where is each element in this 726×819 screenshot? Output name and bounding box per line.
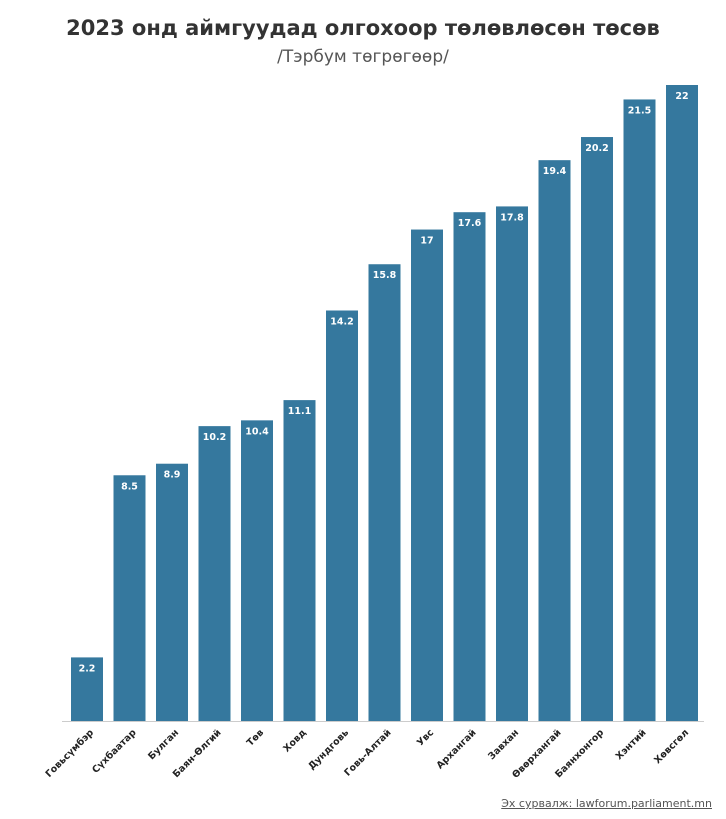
x-tick-label: Булган: [146, 727, 181, 762]
chart-title: 2023 онд аймгуудад олгохоор төлөвлөсөн т…: [66, 16, 660, 40]
bar[interactable]: [581, 137, 613, 721]
data-label: 10.4: [245, 426, 269, 437]
data-label: 21.5: [628, 105, 651, 116]
x-tick-label: Дундговь: [306, 727, 351, 772]
bars-group: [71, 85, 698, 722]
x-tick-label: Хэнтий: [614, 727, 649, 762]
data-label: 19.4: [543, 166, 567, 177]
data-label: 15.8: [373, 270, 397, 281]
data-label: 11.1: [288, 406, 311, 417]
x-tick-label: Сүхбаатар: [90, 727, 139, 776]
bar[interactable]: [156, 463, 188, 721]
x-tick-label: Төв: [245, 727, 266, 748]
bar[interactable]: [326, 310, 358, 721]
bar[interactable]: [113, 475, 146, 721]
source-note[interactable]: Эх сурвалж: lawforum.parliament.mn: [501, 797, 712, 810]
bar[interactable]: [411, 229, 443, 721]
x-tick-label: Хөвсгөл: [652, 727, 691, 766]
chart-subtitle: /Тэрбум төгрөгөөр/: [277, 47, 449, 67]
data-labels-group: 2.2 8.5 8.9 10.2 10.4 11.1 14.2 15.8 17 17.6 17.8 1…: [79, 91, 689, 674]
bar[interactable]: [538, 160, 571, 721]
data-label: 22: [675, 91, 688, 102]
data-label: 17.6: [458, 218, 482, 229]
x-tick-label: Завхан: [486, 727, 521, 762]
x-tick-label: Говьсүмбэр: [44, 727, 97, 780]
data-label: 17.8: [500, 212, 524, 223]
data-label: 2.2: [79, 663, 96, 674]
x-tick-label: Архангай: [435, 727, 479, 771]
bar[interactable]: [368, 264, 401, 721]
bar[interactable]: [496, 206, 528, 721]
x-tick-label: Увс: [415, 727, 436, 748]
bar[interactable]: [623, 99, 656, 722]
data-label: 20.2: [585, 143, 608, 154]
bar[interactable]: [453, 212, 486, 721]
data-label: 14.2: [330, 316, 353, 327]
data-label: 8.9: [164, 470, 181, 481]
data-label: 17: [420, 236, 433, 247]
x-tick-label: Ховд: [281, 727, 308, 754]
bar[interactable]: [241, 420, 273, 721]
bar[interactable]: [283, 400, 316, 721]
data-label: 8.5: [121, 481, 138, 492]
bar[interactable]: [71, 657, 103, 721]
data-label: 10.2: [203, 432, 226, 443]
bar[interactable]: [666, 85, 698, 721]
bar[interactable]: [198, 426, 231, 721]
